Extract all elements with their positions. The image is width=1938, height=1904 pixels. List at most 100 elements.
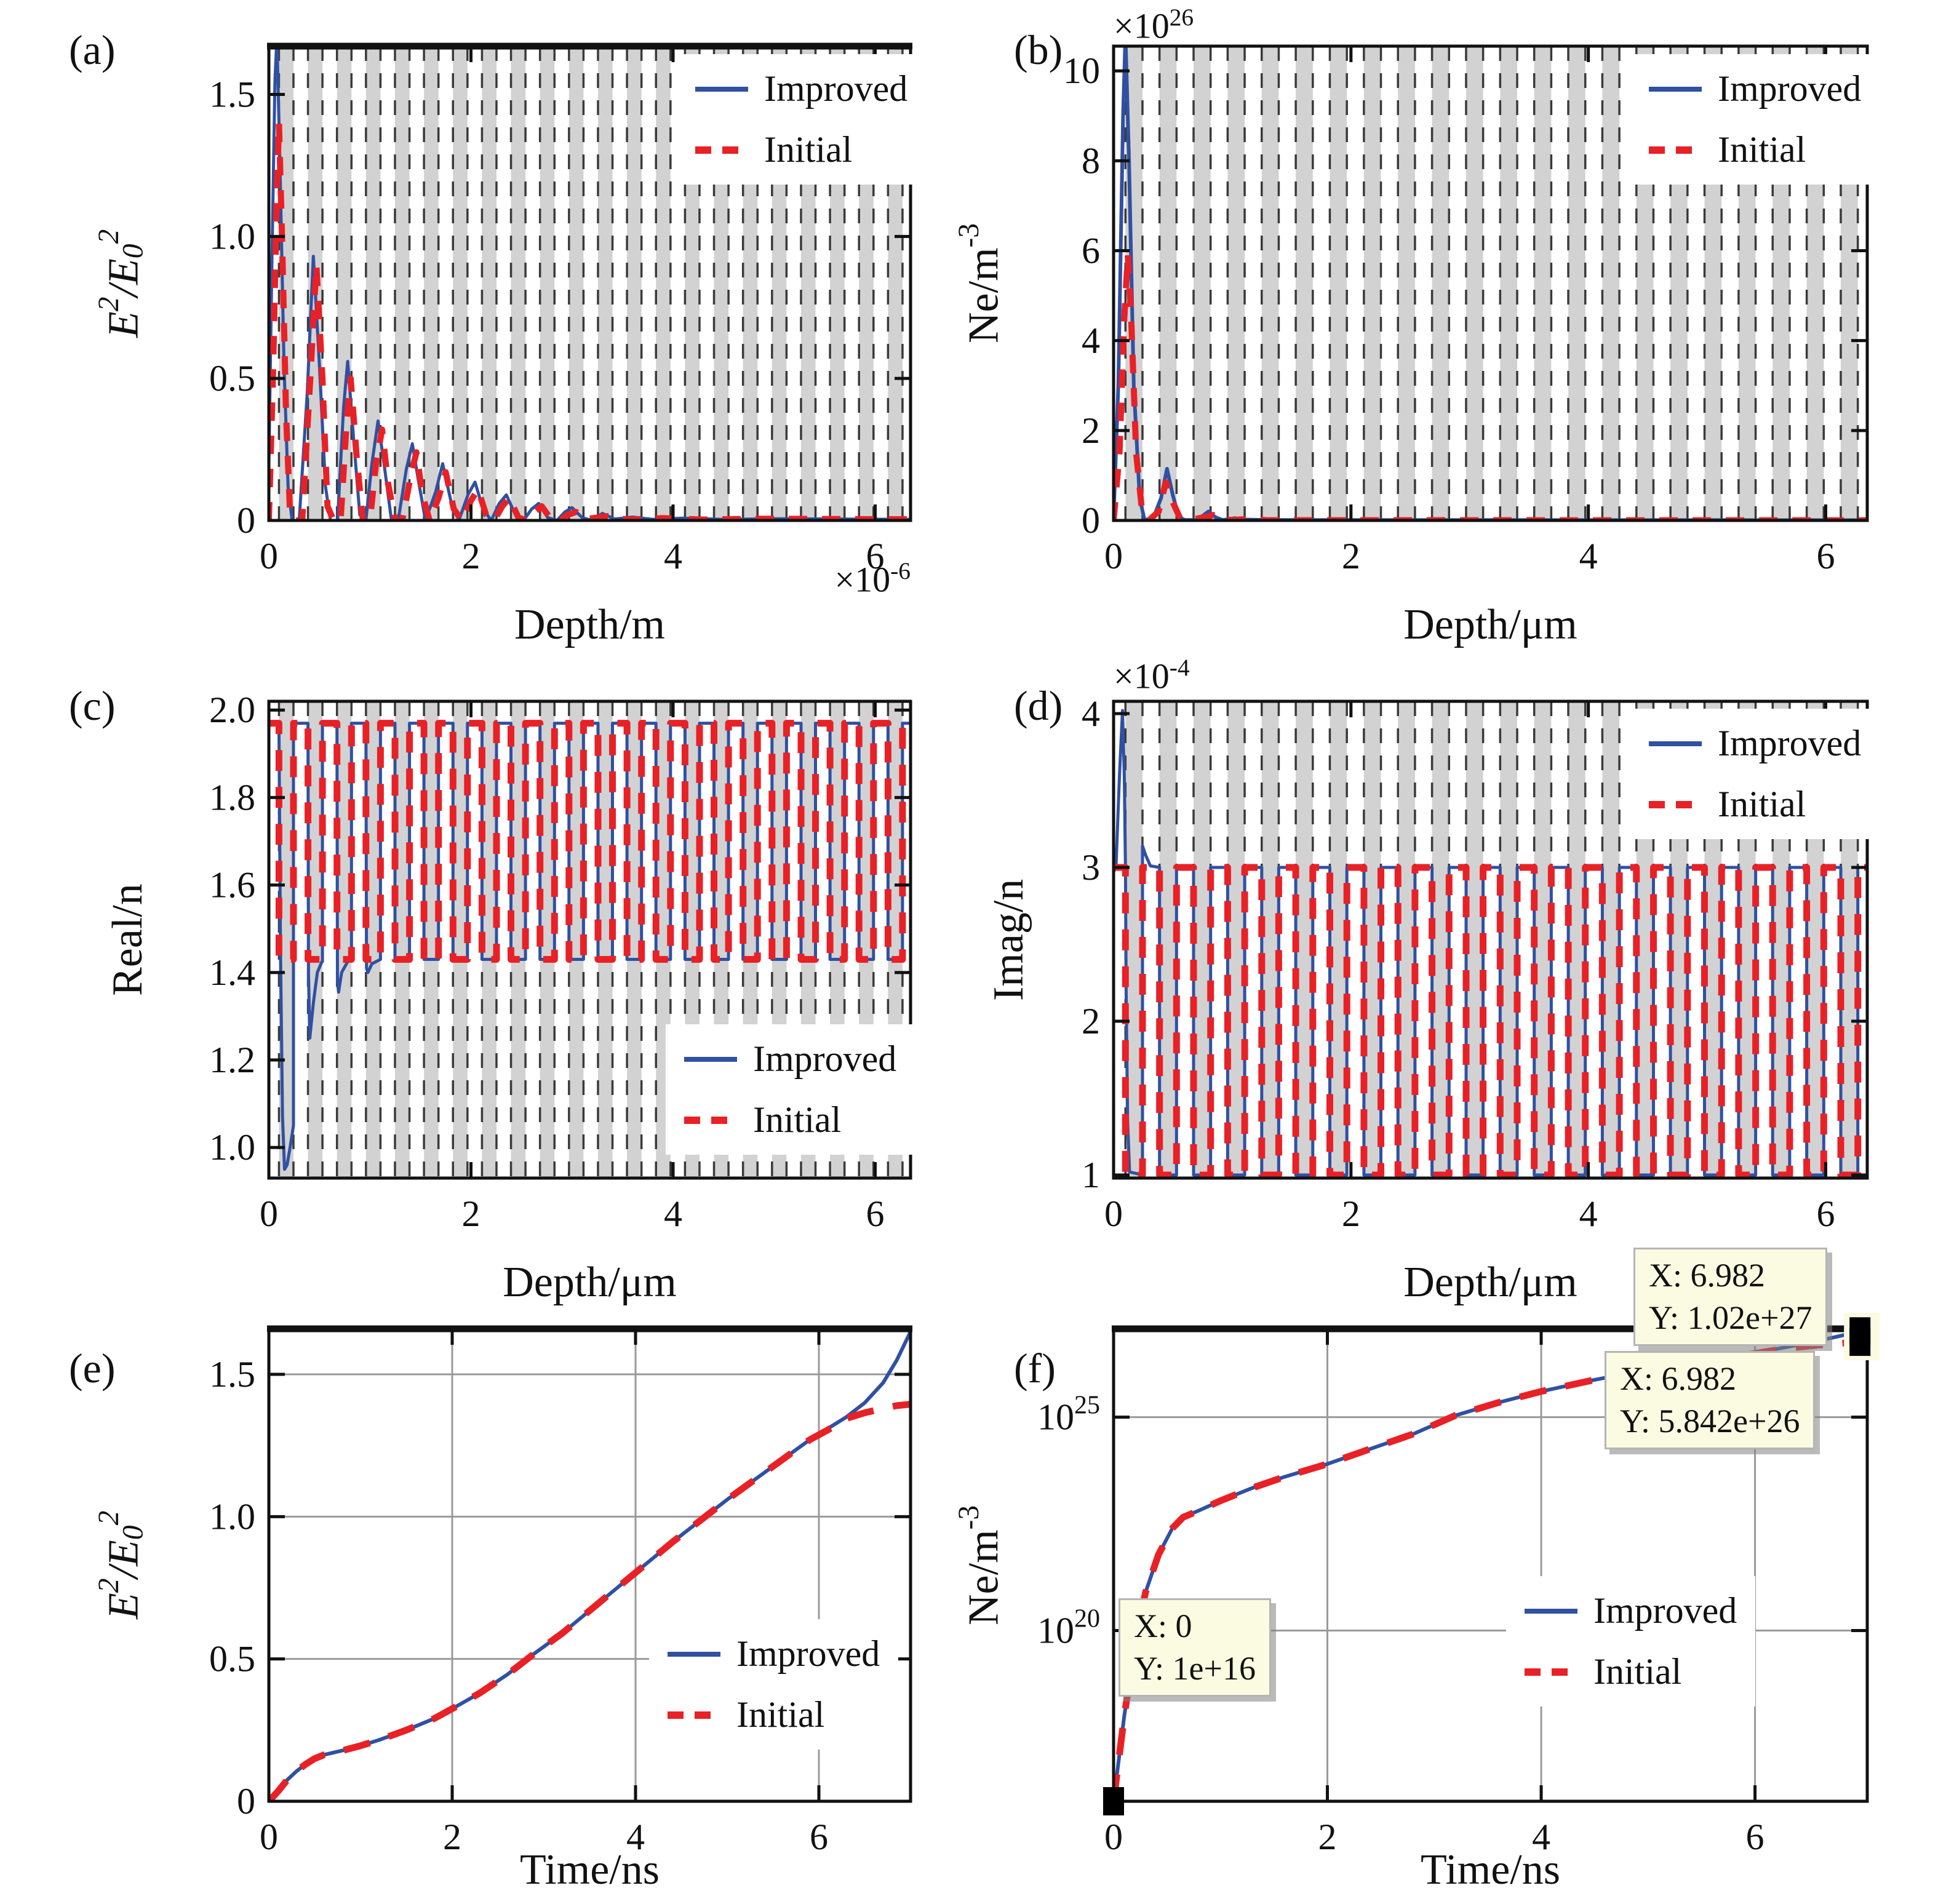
legend-item-initial[interactable]: Initial	[668, 1694, 880, 1736]
y-tick-label: 1.5	[209, 1354, 255, 1395]
x-offset-label-a: ×10-6	[834, 557, 911, 600]
layer-stripe	[394, 46, 410, 520]
layer-stripe	[453, 46, 468, 520]
improved-line-swatch	[695, 86, 748, 92]
legend-b: Improved Initial	[1630, 54, 1880, 185]
layer-stripe	[568, 46, 584, 520]
datatip-marker-initial-endpoint[interactable]	[1849, 1328, 1871, 1356]
datatip-start-point[interactable]: X: 0 Y: 1e+16	[1119, 1598, 1271, 1697]
axes-frame	[267, 699, 912, 1180]
y-tick-label: 6	[1082, 231, 1100, 271]
initial-line	[269, 720, 911, 963]
layer-stripe	[1194, 46, 1211, 520]
layer-stripe	[424, 701, 439, 1178]
legend-a: Improved Initial	[677, 54, 927, 185]
datatip-improved-endpoint[interactable]: X: 6.982 Y: 1.02e+27	[1633, 1248, 1828, 1347]
layer-stripe	[1296, 46, 1313, 520]
improved-line-swatch	[668, 1651, 720, 1657]
layer-stripe	[656, 46, 671, 520]
y-axis-label-d: Imag/n	[985, 878, 1032, 1001]
y-tick-label: 4	[1082, 693, 1100, 734]
panel-letter-d: (d)	[1014, 682, 1063, 729]
x-axis-label-a: Depth/m	[514, 601, 665, 648]
plot-area-e: 0 2 4 6 0 0.5 1.0 1.5	[209, 1325, 912, 1857]
layer-stripe	[540, 46, 555, 520]
layer-stripe	[511, 701, 526, 1178]
panel-letter-b: (b)	[1014, 26, 1063, 73]
x-tick-label: 4	[1579, 1193, 1598, 1234]
initial-line-swatch	[1649, 146, 1702, 154]
layer-stripe	[1432, 46, 1450, 520]
y-axis-label-a: E2/E02	[93, 229, 150, 338]
panel-letter-c: (c)	[69, 682, 116, 729]
layer-stripe	[365, 46, 381, 520]
y-tick-label: 1020	[1037, 1604, 1100, 1651]
datatip-marker-start-point[interactable]	[1103, 1787, 1124, 1815]
legend-item-improved[interactable]: Improved	[1649, 722, 1861, 765]
y-tick-label: 0.5	[209, 1639, 255, 1679]
layer-stripe	[1465, 46, 1483, 520]
layer-stripe	[627, 46, 642, 520]
plot-area-d: 0 2 4 6 1 2 3 4	[1082, 693, 1869, 1234]
layer-stripe	[424, 46, 439, 520]
y-tick-label: 1025	[1037, 1392, 1100, 1438]
x-tick-label: 0	[1104, 1817, 1123, 1857]
x-tick-label: 2	[443, 1817, 461, 1857]
datatip-x-value: X: 0	[1134, 1607, 1192, 1644]
x-tick-label: 2	[462, 1193, 481, 1234]
y-tick-label: 10	[1063, 50, 1100, 91]
legend-label: Initial	[1593, 1651, 1682, 1692]
legend-item-initial[interactable]: Initial	[684, 1099, 896, 1141]
x-tick-label: 0	[260, 536, 278, 576]
y-tick-label: 2	[1082, 410, 1100, 451]
legend-item-initial[interactable]: Initial	[1649, 783, 1861, 826]
improved-line-swatch	[1649, 86, 1702, 92]
layer-stripe	[597, 46, 613, 520]
layer-stripe	[482, 46, 496, 520]
x-tick-label: 2	[1342, 536, 1360, 576]
legend-label: Initial	[736, 1694, 825, 1735]
y-tick-label: 4	[1082, 321, 1100, 361]
initial-line	[1114, 864, 1867, 1178]
y-tick-label: 1.0	[209, 1127, 255, 1168]
legend-item-improved[interactable]: Improved	[1525, 1590, 1737, 1632]
datatip-initial-endpoint[interactable]: X: 6.982 Y: 5.842e+26	[1605, 1351, 1816, 1450]
y-tick-label: 1.2	[209, 1040, 255, 1080]
legend-label: Improved	[1718, 68, 1862, 109]
improved-line-swatch	[1525, 1608, 1577, 1614]
legend-item-initial[interactable]: Initial	[1649, 129, 1861, 171]
legend-label: Improved	[753, 1038, 897, 1079]
layer-stripe	[394, 701, 410, 1178]
legend-c: Improved Initial	[666, 1024, 915, 1155]
layer-stripe	[597, 701, 613, 1178]
x-tick-label: 2	[462, 536, 481, 576]
panel-letter-f: (f)	[1014, 1345, 1056, 1392]
x-tick-label: 0	[260, 1817, 278, 1857]
datatip-x-value: X: 6.982	[1620, 1360, 1736, 1397]
legend-item-improved[interactable]: Improved	[684, 1038, 896, 1080]
layer-stripe	[1159, 46, 1177, 520]
x-tick-label: 6	[866, 536, 885, 576]
legend-item-improved[interactable]: Improved	[668, 1633, 880, 1675]
axes-frame	[1112, 699, 1869, 1180]
y-tick-label: 2	[1082, 1001, 1100, 1042]
x-tick-label: 4	[1579, 536, 1598, 576]
y-tick-label: 1.8	[209, 777, 255, 818]
y-tick-label: 0	[237, 500, 255, 541]
layer-stripe	[1500, 46, 1518, 520]
layer-stripe	[627, 701, 642, 1178]
legend-item-initial[interactable]: Initial	[695, 129, 907, 171]
y-tick-label: 1.5	[209, 74, 255, 114]
legend-item-improved[interactable]: Improved	[1649, 68, 1861, 110]
legend-item-improved[interactable]: Improved	[695, 68, 907, 110]
initial-line-swatch	[684, 1116, 737, 1124]
y-tick-label: 1.0	[209, 1496, 255, 1537]
y-offset-label-d: ×10-4	[1114, 654, 1190, 696]
x-tick-label: 6	[1746, 1817, 1765, 1857]
initial-line-swatch	[1525, 1668, 1577, 1676]
legend-item-initial[interactable]: Initial	[1525, 1651, 1737, 1693]
legend-label: Improved	[1718, 723, 1862, 763]
legend-label: Improved	[1593, 1590, 1737, 1631]
datatip-y-value: Y: 1e+16	[1134, 1650, 1256, 1687]
x-tick-label: 6	[866, 1193, 885, 1234]
